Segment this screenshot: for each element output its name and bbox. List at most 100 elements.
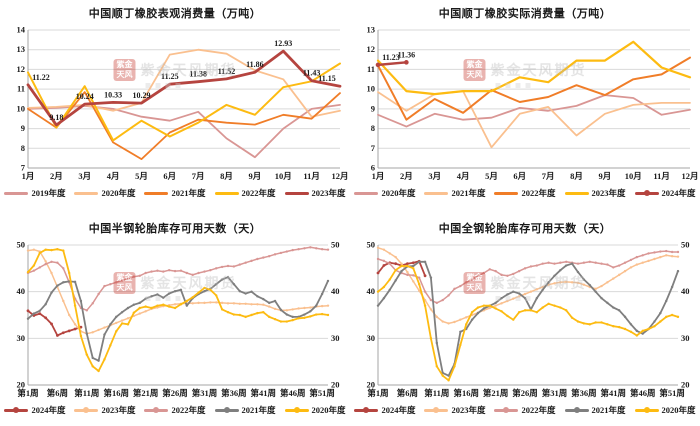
svg-text:50: 50 [367, 240, 376, 250]
svg-text:50: 50 [331, 240, 340, 250]
legend-label: 2020年度 [311, 405, 346, 415]
svg-text:9月: 9月 [249, 171, 262, 181]
legend-swatch [634, 190, 659, 196]
svg-text:8月: 8月 [220, 171, 233, 181]
legend-marker-dot [153, 407, 160, 413]
svg-text:10: 10 [17, 103, 26, 113]
legend-item: 2022年度 [494, 404, 556, 416]
legend-swatch [354, 407, 379, 413]
legend-marker-dot [433, 407, 440, 413]
legend-label: 2020年度 [381, 188, 416, 198]
svg-text:14: 14 [17, 25, 26, 35]
svg-text:第6周: 第6周 [47, 388, 68, 398]
svg-text:第11周: 第11周 [74, 388, 99, 398]
legend-swatch [634, 407, 659, 413]
svg-text:10.29: 10.29 [132, 91, 150, 100]
svg-text:第51周: 第51周 [659, 388, 685, 398]
chart-title: 中国顺丁橡胶实际消费量（万吨） [438, 8, 612, 20]
chart-title: 中国全钢轮胎库存可用天数（天） [438, 223, 612, 235]
legend-marker-dot [643, 190, 650, 196]
svg-text:3月: 3月 [78, 171, 91, 181]
svg-text:13: 13 [367, 25, 376, 35]
svg-text:9: 9 [21, 123, 25, 133]
svg-text:11月: 11月 [653, 171, 670, 181]
svg-text:30: 30 [17, 333, 26, 343]
legend-swatch [214, 191, 239, 195]
legend-swatch [424, 191, 449, 195]
legend-item: 2020年度 [284, 404, 346, 416]
legend-label: 2024年度 [381, 405, 416, 415]
chart-title: 中国半钢轮胎库存可用天数（天） [88, 223, 262, 235]
svg-text:30: 30 [681, 333, 690, 343]
legend-item: 2022年度 [144, 404, 206, 416]
svg-text:40: 40 [681, 286, 690, 296]
svg-text:13: 13 [17, 44, 26, 54]
legend-item: 2023年度 [424, 404, 485, 416]
svg-text:第31周: 第31周 [542, 388, 568, 398]
legend-item: 2021年度 [144, 187, 206, 199]
legend-marker-dot [503, 407, 510, 413]
legend-label: 2020年度 [661, 405, 696, 415]
svg-text:第21周: 第21周 [133, 388, 159, 398]
chart-legend: 2024年度 2023年度 2022年度 2021年度 2020年度 [0, 401, 350, 419]
chart-legend: 2024年度 2023年度 2022年度 2021年度 2020年度 [350, 401, 700, 419]
svg-text:30: 30 [331, 333, 340, 343]
svg-text:第26周: 第26周 [162, 388, 188, 398]
svg-text:12月: 12月 [331, 171, 348, 181]
svg-text:12: 12 [17, 64, 26, 74]
svg-text:10: 10 [367, 84, 376, 94]
svg-text:30: 30 [367, 333, 376, 343]
svg-text:1月: 1月 [22, 171, 35, 181]
legend-item: 2021年度 [214, 404, 276, 416]
svg-text:2月: 2月 [400, 171, 413, 181]
svg-text:20: 20 [367, 380, 376, 390]
svg-text:8月: 8月 [570, 171, 583, 181]
svg-text:10.33: 10.33 [104, 90, 122, 99]
legend-item: 2024年度 [354, 404, 415, 416]
legend-item: 2022年度 [214, 187, 276, 199]
chart-full-steel-tire-days: 中国全钢轮胎库存可用天数（天） 20 20 30 30 40 40 50 50 第1周 第6周 第1… [350, 213, 700, 426]
svg-text:第36周: 第36周 [571, 388, 597, 398]
svg-text:1月: 1月 [372, 171, 385, 181]
svg-text:11.43: 11.43 [303, 69, 321, 78]
legend-swatch [494, 191, 519, 195]
svg-text:10月: 10月 [275, 171, 292, 181]
svg-text:第26周: 第26周 [512, 388, 538, 398]
chart-legend: 2019年度 2020年度 2021年度 2022年度 2023年度 [0, 184, 350, 202]
chart-semi-steel-tire-days: 中国半钢轮胎库存可用天数（天） 20 20 30 30 40 40 50 50 第1周 第6周 第1… [0, 213, 350, 426]
svg-text:8: 8 [371, 123, 375, 133]
legend-swatch [494, 407, 519, 413]
svg-text:12月: 12月 [681, 171, 698, 181]
svg-text:6: 6 [371, 163, 375, 173]
legend-item: 2024年度 [634, 187, 696, 199]
legend-swatch [424, 407, 449, 413]
line-chart-actual-consumption: 6 7 8 9 10 11 12 13 1月 2月 3月 4月 5月 6月 7月 8月 9月 10月 11月 12月 1… [367, 25, 699, 182]
legend-marker-dot [573, 407, 580, 413]
legend-item: 2020年度 [74, 187, 135, 199]
svg-text:11月: 11月 [303, 171, 320, 181]
svg-text:第46周: 第46周 [630, 388, 656, 398]
legend-swatch [564, 191, 589, 195]
legend-swatch [74, 407, 99, 413]
legend-label: 2023年度 [101, 405, 136, 415]
legend-item: 2021年度 [424, 187, 485, 199]
legend-item: 2019年度 [4, 187, 65, 199]
svg-text:11.25: 11.25 [161, 72, 179, 81]
svg-text:第31周: 第31周 [192, 388, 218, 398]
svg-text:40: 40 [331, 286, 340, 296]
legend-swatch [214, 407, 239, 413]
legend-marker-dot [223, 407, 230, 413]
legend-label: 2023年度 [591, 188, 626, 198]
svg-text:11.38: 11.38 [189, 70, 207, 79]
legend-item: 2020年度 [634, 404, 696, 416]
line-chart-apparent-consumption: 7 8 9 10 11 12 13 14 1月 2月 3月 4月 5月 6月 7月 8月 9月 10月 11月 12月… [17, 25, 349, 182]
svg-text:12.93: 12.93 [274, 39, 292, 48]
svg-text:9.18: 9.18 [49, 113, 63, 122]
svg-text:11.15: 11.15 [318, 74, 336, 83]
legend-item: 2023年度 [564, 187, 626, 199]
svg-text:第41周: 第41周 [251, 388, 277, 398]
svg-text:3月: 3月 [428, 171, 441, 181]
legend-item: 2022年度 [494, 187, 556, 199]
